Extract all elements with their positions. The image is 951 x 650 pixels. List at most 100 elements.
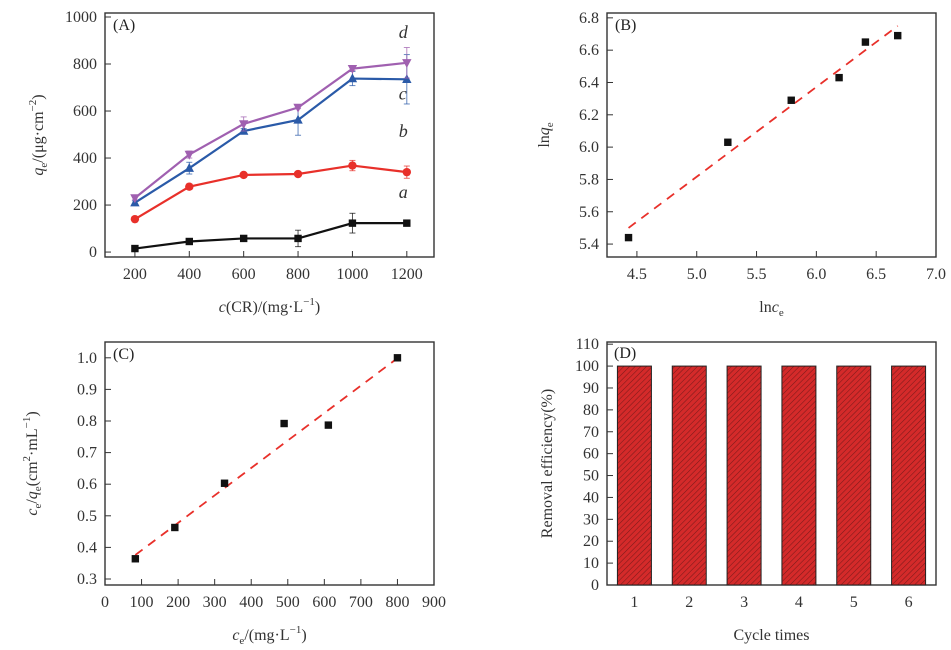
- y-axis-title-part: q: [30, 168, 47, 176]
- y-tick-label: 200: [73, 197, 97, 214]
- y-axis-title-part: /: [24, 499, 41, 504]
- bar: [616, 365, 652, 586]
- x-axis-title-part: c: [219, 299, 226, 316]
- x-axis-title-part: ): [301, 627, 306, 644]
- x-tick-label: 400: [177, 266, 201, 283]
- data-point-b: [293, 169, 303, 179]
- y-tick-label: 0.3: [77, 571, 97, 588]
- y-tick-label: 80: [583, 402, 599, 419]
- x-axis-title-part: −1: [303, 296, 315, 308]
- y-axis-title: qe/(μg·cm−2): [27, 94, 50, 175]
- y-axis-title-part: q: [536, 127, 553, 135]
- series-line-c: [134, 77, 407, 204]
- y-tick-label: 400: [73, 150, 97, 167]
- x-tick-label: 800: [385, 594, 409, 611]
- y-tick-label: 50: [583, 468, 599, 485]
- data-point-b: [402, 167, 412, 177]
- y-tick-label: 6.2: [579, 107, 599, 124]
- y-tick-label: 5.6: [579, 204, 599, 221]
- y-axis-title-part: c: [24, 509, 41, 516]
- bar: [671, 365, 707, 586]
- y-tick-label: 100: [575, 358, 599, 375]
- y-axis-title-part: e: [32, 486, 44, 491]
- data-point-d: [184, 150, 194, 160]
- y-tick-label: 90: [583, 380, 599, 397]
- y-tick-label: 800: [73, 56, 97, 73]
- x-tick-label: 800: [286, 266, 310, 283]
- series-line-b: [134, 164, 407, 221]
- x-tick-label: 0: [101, 594, 109, 611]
- y-tick-label: 5.4: [579, 236, 599, 253]
- data-point-b: [130, 214, 140, 224]
- y-axis-title-part: e: [38, 163, 50, 168]
- x-tick-label: 200: [166, 594, 190, 611]
- y-tick-label: 0.5: [77, 508, 97, 525]
- x-tick-label: 300: [203, 594, 227, 611]
- panel-c: (C) 0 100 200 300 400 500 600 700 800 900 0.3 0.4 0.5…: [21, 341, 446, 647]
- data-point-c: [293, 114, 303, 124]
- y-tick-label: 0: [591, 577, 599, 594]
- y-axis-title-part: −1: [21, 417, 33, 429]
- y-tick-label: 60: [583, 446, 599, 463]
- series-c: c: [130, 54, 412, 207]
- data-point-a: [403, 219, 411, 227]
- series-label: d: [399, 22, 409, 42]
- y-axis-title-part: ): [30, 94, 47, 99]
- y-tick-label: 0.4: [77, 539, 97, 556]
- series-line-a: [134, 222, 407, 250]
- x-tick-label: 5.5: [747, 266, 767, 283]
- panel-a: (A) 200 400 600 800 1000 1200 0 200 400 600 800 1000…: [27, 9, 435, 316]
- y-tick-label: 70: [583, 424, 599, 441]
- y-axis-title-part: /(μg·cm: [30, 111, 47, 163]
- panel-label: (A): [113, 17, 135, 34]
- data-point-d: [238, 120, 249, 130]
- x-tick-label: 900: [422, 594, 446, 611]
- y-axis-title-part: e: [32, 504, 44, 509]
- x-axis-title: c(CR)/(mg·L−1): [219, 296, 320, 316]
- bar: [781, 365, 817, 586]
- x-tick-label: 600: [312, 594, 336, 611]
- x-axis-title-part: /(mg·L: [244, 627, 289, 644]
- y-axis-title-part: e: [544, 122, 556, 127]
- data-point-d: [293, 103, 303, 113]
- data-point: [624, 233, 633, 242]
- panel-d: 0 10 20 30 40 50 60 70 80 90 100 110 1 2 3 4 5 6 (D) Cycle …: [539, 336, 937, 644]
- y-tick-label: 6.4: [579, 74, 599, 91]
- x-tick-label: 4.5: [627, 266, 647, 283]
- y-tick-label: 6.8: [579, 10, 599, 27]
- data-point: [861, 38, 870, 46]
- x-tick-label: 200: [123, 266, 147, 283]
- series-label: a: [399, 182, 408, 202]
- plot-frame: [606, 12, 937, 258]
- y-axis-title-part: ln: [536, 135, 553, 147]
- x-axis-title-part: e: [779, 307, 784, 319]
- x-tick-label: 7.0: [926, 266, 946, 283]
- y-axis-title: Removal efficiency(%): [539, 389, 556, 538]
- x-axis-title: ce/(mg·L−1): [232, 624, 306, 647]
- data-point-d: [130, 194, 140, 204]
- data-point-a: [294, 234, 302, 243]
- x-tick-label: 6.0: [806, 266, 826, 283]
- y-axis-title: ce/qe(cm2·mL−1): [21, 411, 44, 515]
- y-axis-title-part: ): [24, 411, 41, 416]
- y-axis-title-part: 2: [21, 456, 33, 462]
- data-point-a: [239, 234, 248, 243]
- x-axis-title: Cycle times: [734, 627, 810, 644]
- y-axis-title-part: −2: [27, 100, 39, 112]
- x-tick-label: 700: [349, 594, 373, 611]
- y-axis-title-part: q: [24, 491, 41, 499]
- data-point-b: [185, 182, 194, 191]
- bar: [836, 365, 872, 586]
- y-tick-label: 30: [583, 511, 599, 528]
- y-tick-label: 6.0: [579, 139, 599, 156]
- data-point-c: [184, 162, 194, 172]
- plot-frame: [104, 341, 435, 586]
- y-tick-label: 0.7: [77, 445, 97, 462]
- x-tick-label: 1200: [391, 266, 423, 283]
- x-tick-label: 1: [630, 594, 638, 611]
- y-axis-title-part: ·mL: [24, 428, 41, 456]
- x-tick-label: 600: [232, 266, 256, 283]
- x-tick-label: 5.0: [687, 266, 707, 283]
- series-label: c: [399, 83, 407, 103]
